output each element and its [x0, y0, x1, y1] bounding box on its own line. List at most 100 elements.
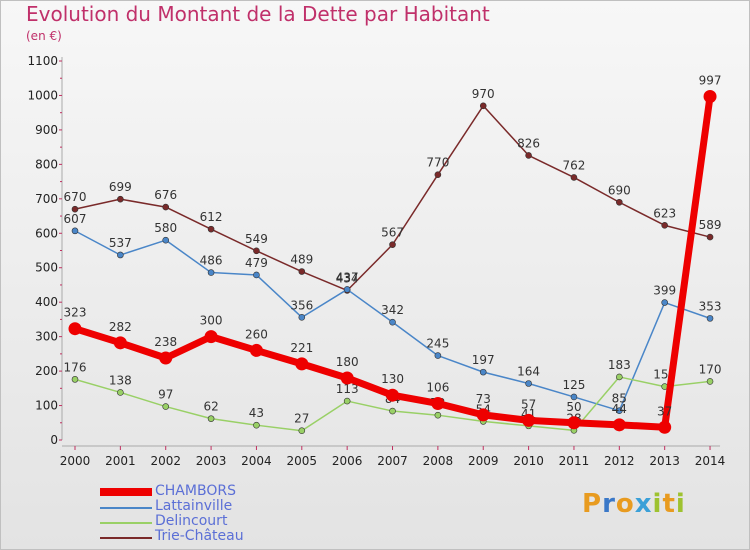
data-point [207, 415, 215, 422]
x-tick-label: 2014 [695, 454, 726, 468]
data-point [612, 418, 626, 432]
data-label: 130 [381, 372, 404, 386]
data-point [71, 376, 79, 383]
y-tick-label: 500 [35, 261, 58, 275]
data-label: 197 [472, 353, 495, 367]
data-label: 690 [608, 183, 631, 197]
x-tick-label: 2011 [559, 454, 590, 468]
data-point [616, 407, 623, 415]
data-point [616, 373, 623, 381]
data-label: 221 [290, 341, 313, 355]
data-label: 353 [699, 299, 722, 313]
data-label: 762 [563, 158, 586, 172]
data-label: 486 [200, 254, 223, 268]
logo-letter: i [675, 489, 686, 519]
y-tick-label: 1100 [27, 54, 58, 68]
legend-item: Lattainville [100, 498, 300, 515]
data-label: 399 [653, 284, 676, 298]
data-label: 997 [699, 73, 722, 87]
x-tick-label: 2006 [332, 454, 363, 468]
data-point [71, 205, 79, 213]
data-point [661, 299, 668, 306]
legend-swatch [100, 522, 152, 524]
data-label: 567 [381, 226, 404, 240]
legend-label: Trie-Château [155, 528, 244, 544]
chart-title: Evolution du Montant de la Dette par Hab… [26, 2, 490, 26]
y-tick-label: 1000 [27, 88, 58, 102]
data-label: 85 [612, 392, 627, 406]
data-label: 183 [608, 358, 631, 372]
data-label: 238 [154, 335, 177, 349]
data-point [295, 357, 309, 371]
x-tick-label: 2003 [196, 454, 227, 468]
data-label: 62 [203, 400, 218, 414]
data-point [706, 315, 714, 322]
logo-letter: x [634, 489, 653, 519]
y-tick-label: 200 [35, 364, 58, 378]
x-tick-label: 2002 [150, 454, 181, 468]
legend-label: CHAMBORS [155, 483, 236, 499]
data-label: 623 [653, 206, 676, 220]
data-point [389, 241, 396, 248]
data-point [162, 403, 170, 410]
data-point [340, 371, 354, 385]
data-label: 770 [426, 156, 449, 170]
data-label: 489 [290, 253, 313, 267]
data-point [479, 102, 487, 110]
data-point [207, 225, 215, 233]
data-label: 245 [426, 337, 449, 351]
data-point [570, 393, 578, 401]
logo-letter: P [582, 489, 603, 519]
y-tick-label: 0 [50, 433, 58, 447]
x-tick-label: 2013 [649, 454, 680, 468]
legend-swatch [100, 507, 152, 509]
data-point [658, 420, 672, 434]
data-point [706, 233, 714, 241]
data-label: 260 [245, 327, 268, 341]
data-label: 300 [200, 314, 223, 328]
data-point [298, 314, 306, 321]
x-tick-label: 2009 [468, 454, 499, 468]
legend-label: Delincourt [155, 513, 228, 529]
data-point [661, 222, 668, 229]
data-label: 164 [517, 364, 540, 378]
data-label: 549 [245, 232, 268, 246]
data-point [389, 318, 396, 326]
data-point [434, 411, 442, 419]
y-tick-label: 300 [35, 330, 58, 344]
logo-letter: t [662, 489, 676, 519]
data-point [570, 174, 578, 181]
data-label: 970 [472, 87, 495, 101]
x-tick-label: 2000 [60, 454, 91, 468]
data-label: 44 [612, 402, 627, 416]
data-label: 37 [657, 404, 672, 418]
chart-unit: (en €) [26, 29, 62, 43]
data-point [434, 352, 442, 359]
data-point [71, 227, 79, 235]
data-label: 282 [109, 320, 132, 334]
data-point [616, 198, 623, 206]
data-label: 537 [109, 236, 132, 250]
x-tick-label: 2010 [513, 454, 544, 468]
data-label: 97 [158, 388, 173, 402]
data-label: 342 [381, 303, 404, 317]
y-tick-label: 700 [35, 192, 58, 206]
logo-letter: r [602, 489, 616, 519]
data-label: 612 [200, 210, 223, 224]
data-point [162, 236, 170, 244]
y-tick-label: 400 [35, 295, 58, 309]
data-label: 106 [426, 380, 449, 394]
data-point [298, 268, 306, 275]
data-label: 180 [336, 355, 359, 369]
data-label: 138 [109, 373, 132, 387]
data-point [298, 427, 306, 434]
data-point [253, 247, 260, 255]
x-tick-label: 2007 [377, 454, 408, 468]
data-label: 113 [336, 382, 359, 396]
x-tick-label: 2004 [241, 454, 272, 468]
data-point [117, 195, 124, 203]
data-label: 27 [294, 412, 309, 426]
data-point [207, 269, 215, 276]
data-label: 176 [64, 360, 87, 374]
